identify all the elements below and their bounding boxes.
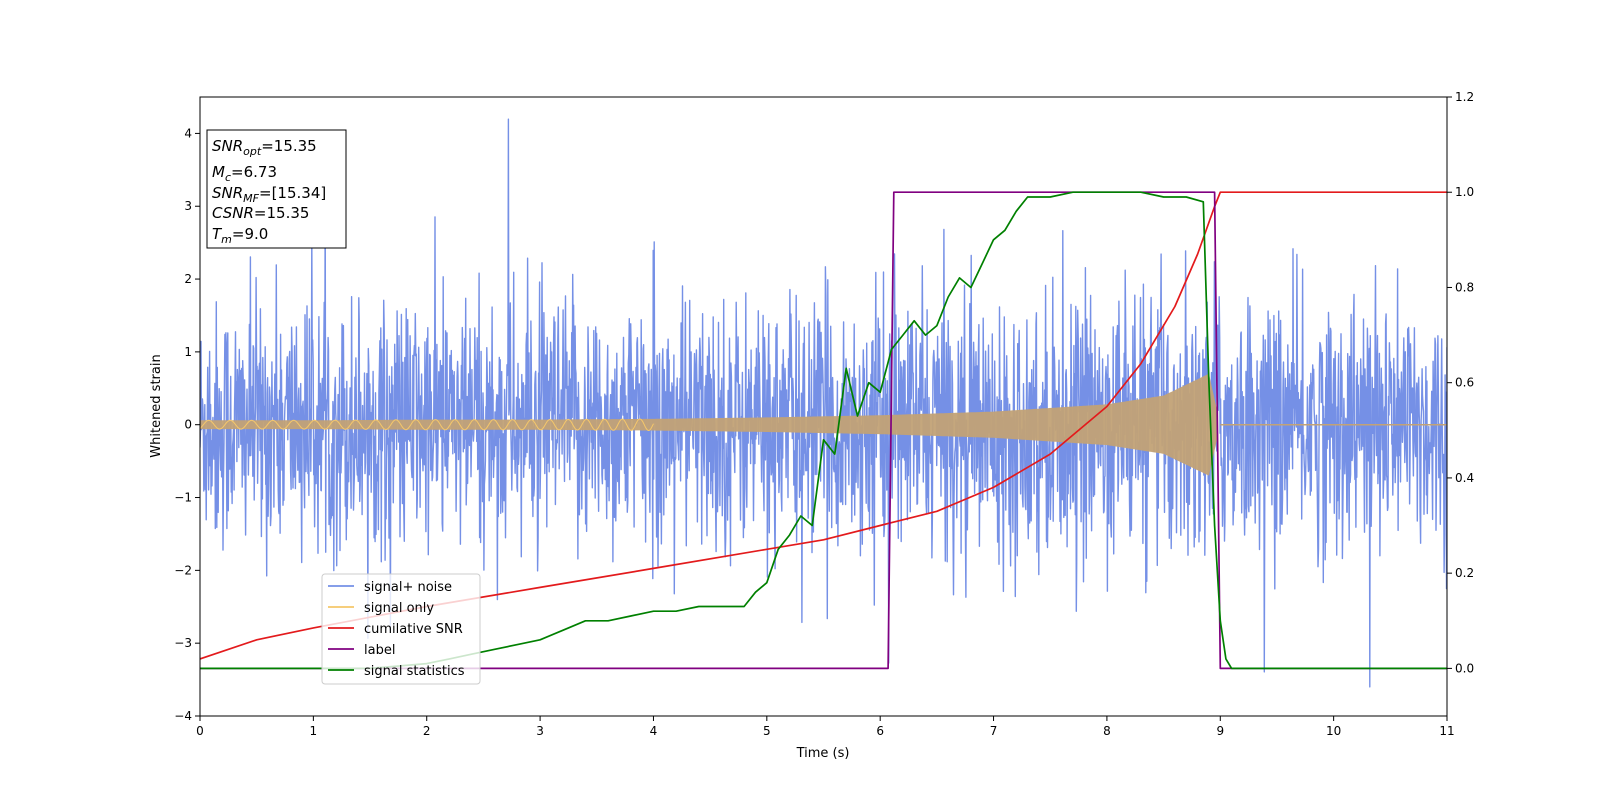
y-right-tick-label: 0.6 xyxy=(1455,376,1474,390)
x-tick-label: 5 xyxy=(763,724,771,738)
x-tick-label: 4 xyxy=(650,724,658,738)
series-signal-only xyxy=(200,373,1447,476)
y-right-tick-label: 1.2 xyxy=(1455,90,1474,104)
y-left-tick-label: −3 xyxy=(174,636,192,650)
y-left-tick-label: 0 xyxy=(184,418,192,432)
y-left-tick-label: 1 xyxy=(184,345,192,359)
signal-only-band xyxy=(200,373,1218,476)
y-left-tick-label: 4 xyxy=(184,126,192,140)
y-right-tick-label: 0.2 xyxy=(1455,566,1474,580)
y-left-tick-label: 3 xyxy=(184,199,192,213)
y-left-tick-label: −4 xyxy=(174,709,192,723)
y-right-tick-label: 0.4 xyxy=(1455,471,1474,485)
y-axis-left: −4 −3 −2 −1 0 1 2 3 4 xyxy=(174,126,200,723)
x-tick-label: 9 xyxy=(1216,724,1224,738)
legend-label: signal+ noise xyxy=(364,580,452,595)
y-left-tick-label: 2 xyxy=(184,272,192,286)
y-axis-right: 0.0 0.2 0.4 0.6 0.8 1.0 1.2 xyxy=(1447,90,1474,675)
x-axis-label: Time (s) xyxy=(796,746,850,761)
x-axis: 0 1 2 3 4 5 6 7 8 9 10 11 xyxy=(196,716,1455,738)
series-signal-plus-noise xyxy=(200,118,1447,688)
y-right-tick-label: 1.0 xyxy=(1455,185,1474,199)
x-tick-label: 3 xyxy=(536,724,544,738)
x-tick-label: 11 xyxy=(1439,724,1454,738)
y-axis-label: Whitened strain xyxy=(149,354,164,457)
legend-label: signal statistics xyxy=(364,664,465,679)
signal-statistics-line xyxy=(200,191,1447,670)
x-tick-label: 2 xyxy=(423,724,431,738)
annotation-line: Tm=9.0 xyxy=(212,225,268,246)
y-right-tick-label: 0.0 xyxy=(1455,661,1474,675)
y-left-tick-label: −2 xyxy=(174,563,192,577)
x-tick-label: 10 xyxy=(1326,724,1341,738)
signal-plus-noise-line xyxy=(200,118,1447,688)
x-tick-label: 7 xyxy=(990,724,998,738)
annotation-line: Mc=6.73 xyxy=(212,163,277,184)
x-tick-label: 6 xyxy=(876,724,884,738)
snr-annotation-box: SNRopt=15.35 Mc=6.73SNRMF=[15.34]CSNR=15.… xyxy=(206,129,347,249)
legend-label: cumilative SNR xyxy=(364,622,463,637)
legend-label: signal only xyxy=(364,601,434,616)
signal-only-line xyxy=(200,418,654,431)
plot-area-frame xyxy=(199,96,1448,717)
x-tick-label: 1 xyxy=(310,724,318,738)
legend-label: label xyxy=(364,643,395,658)
y-left-tick-label: −1 xyxy=(174,491,192,505)
legend: signal+ noise signal only cumilative SNR la… xyxy=(321,573,481,685)
annotation-line: SNRopt=15.35 xyxy=(212,137,317,158)
annotation-line: SNRMF=[15.34] xyxy=(212,184,326,205)
y-right-tick-label: 0.8 xyxy=(1455,280,1474,294)
annotation-line: CSNR=15.35 xyxy=(212,204,309,222)
x-tick-label: 8 xyxy=(1103,724,1111,738)
x-tick-label: 0 xyxy=(196,724,204,738)
